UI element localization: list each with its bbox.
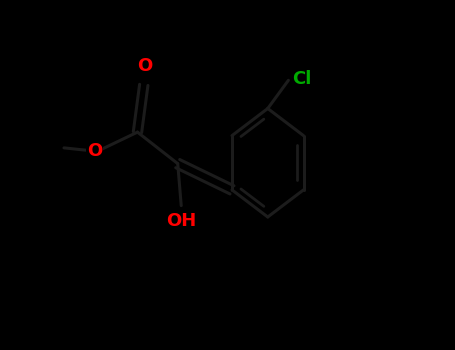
Text: Cl: Cl: [292, 70, 311, 88]
Text: O: O: [137, 57, 152, 75]
Text: O: O: [87, 142, 102, 160]
Text: OH: OH: [167, 212, 197, 230]
